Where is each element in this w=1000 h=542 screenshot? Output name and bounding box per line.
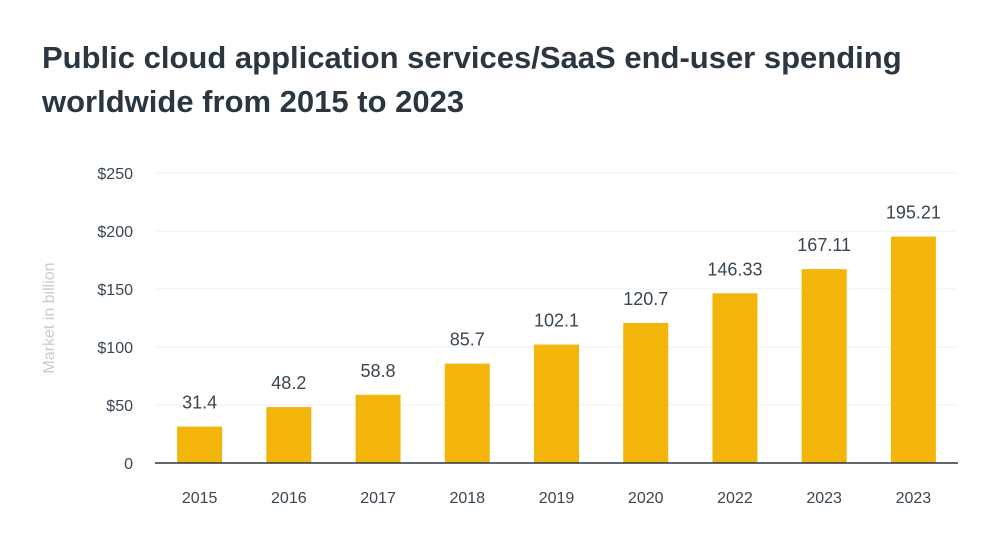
y-tick-label: $50: [106, 398, 133, 415]
bar[interactable]: [890, 236, 936, 463]
bar[interactable]: [801, 269, 847, 463]
bar-value-label: 85.7: [450, 330, 485, 350]
bar[interactable]: [266, 407, 312, 463]
chart-title: Public cloud application services/SaaS e…: [42, 40, 902, 119]
bar[interactable]: [355, 394, 401, 463]
bar[interactable]: [623, 322, 669, 463]
bar[interactable]: [712, 293, 758, 463]
y-tick-label: $200: [97, 224, 133, 241]
x-tick-label: 2023: [806, 490, 842, 507]
y-axis-label: Market in billion: [41, 262, 58, 373]
bar-value-label: 195.21: [886, 203, 941, 223]
x-tick-label: 2019: [539, 490, 575, 507]
bar-value-label: 31.4: [182, 393, 217, 413]
bar-value-label: 58.8: [361, 361, 396, 381]
y-tick-label: $250: [97, 166, 133, 183]
y-tick-label: $100: [97, 340, 133, 357]
y-tick-label: 0: [124, 456, 133, 473]
x-tick-label: 2023: [896, 490, 932, 507]
x-tick-label: 2017: [360, 490, 396, 507]
x-tick-label: 2020: [628, 490, 664, 507]
y-tick-label: $150: [97, 282, 133, 299]
bar-value-label: 48.2: [271, 373, 306, 393]
bar-value-label: 146.33: [707, 259, 762, 279]
bar-value-label: 102.1: [534, 311, 579, 331]
bar-value-label: 120.7: [623, 289, 668, 309]
bar[interactable]: [444, 363, 490, 463]
bar[interactable]: [177, 426, 223, 463]
x-tick-label: 2018: [449, 490, 485, 507]
bar[interactable]: [534, 344, 579, 463]
x-tick-label: 2016: [271, 490, 307, 507]
x-tick-label: 2022: [717, 490, 753, 507]
bar-value-label: 167.11: [797, 235, 851, 255]
x-tick-label: 2015: [182, 490, 218, 507]
